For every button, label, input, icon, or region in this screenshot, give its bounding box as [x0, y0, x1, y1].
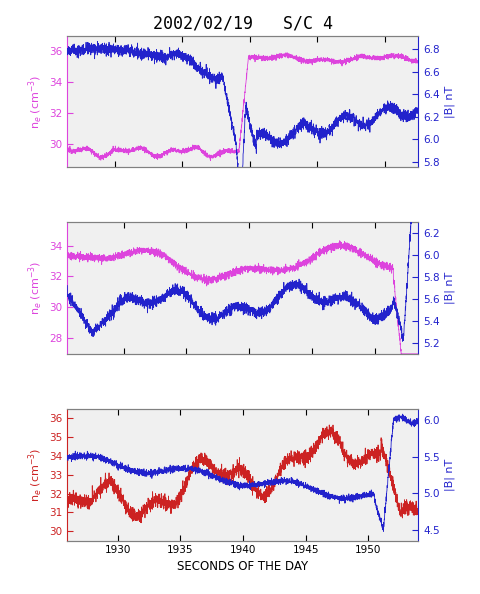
- Y-axis label: n$_e$ (cm$^{-3}$): n$_e$ (cm$^{-3}$): [27, 74, 45, 128]
- Y-axis label: |B| nT: |B| nT: [443, 459, 454, 491]
- Y-axis label: n$_e$ (cm$^{-3}$): n$_e$ (cm$^{-3}$): [27, 261, 45, 315]
- Y-axis label: |B| nT: |B| nT: [443, 86, 454, 118]
- Title: 2002/02/19   S/C 4: 2002/02/19 S/C 4: [153, 15, 332, 33]
- X-axis label: SECONDS OF THE DAY: SECONDS OF THE DAY: [177, 560, 308, 573]
- Y-axis label: |B| nT: |B| nT: [443, 272, 454, 304]
- Y-axis label: n$_e$ (cm$^{-3}$): n$_e$ (cm$^{-3}$): [27, 448, 45, 502]
